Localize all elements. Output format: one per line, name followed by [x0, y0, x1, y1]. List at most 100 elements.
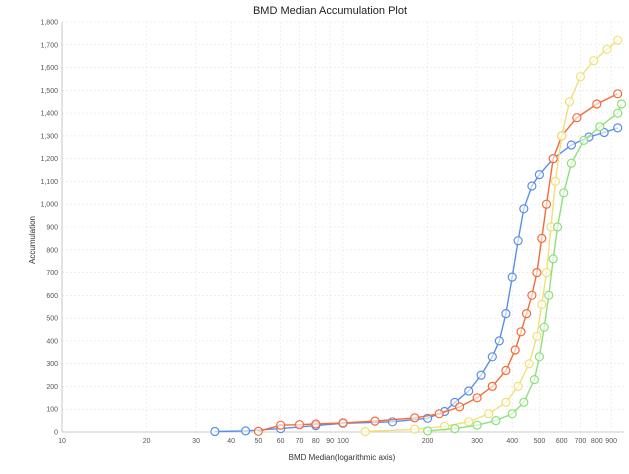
x-tick-label: 200: [422, 438, 434, 445]
data-point: [534, 352, 545, 362]
x-tick-label: 60: [277, 438, 285, 445]
x-tick-label: 100: [337, 438, 349, 445]
data-point: [552, 222, 563, 232]
y-tick-label: 900: [46, 225, 58, 232]
x-tick-label: 30: [192, 438, 200, 445]
data-point: [550, 176, 561, 186]
data-point: [534, 170, 545, 180]
data-point: [613, 35, 623, 45]
y-tick-label: 1,000: [40, 202, 58, 209]
data-point: [513, 381, 523, 391]
data-point: [450, 424, 460, 434]
data-point: [276, 420, 286, 430]
data-point: [519, 204, 529, 214]
data-point: [410, 424, 420, 434]
data-point: [501, 397, 511, 407]
data-point: [491, 416, 501, 426]
x-tick-label: 600: [556, 438, 568, 445]
data-point: [539, 322, 549, 332]
data-point: [476, 370, 486, 380]
data-point: [548, 254, 558, 264]
data-point: [541, 268, 552, 278]
data-point: [572, 113, 582, 123]
data-point: [537, 299, 547, 309]
series-3: [360, 35, 623, 437]
data-point: [360, 426, 370, 437]
data-point: [434, 409, 444, 419]
series-2: [253, 89, 623, 436]
data-point: [494, 336, 504, 346]
x-tick-label: 10: [58, 438, 66, 445]
data-point: [613, 108, 623, 118]
grid-layer: [61, 21, 624, 433]
data-point: [370, 416, 380, 426]
data-point: [595, 122, 605, 132]
data-point: [513, 236, 523, 246]
x-tick-label: 80: [312, 438, 320, 445]
data-point: [294, 420, 305, 430]
data-point: [472, 393, 482, 403]
x-tick-label: 20: [143, 438, 151, 445]
data-point: [501, 365, 511, 376]
data-point: [507, 409, 517, 419]
data-point: [519, 397, 529, 407]
data-point: [564, 97, 575, 107]
data-point: [613, 89, 623, 99]
data-point: [311, 419, 321, 429]
y-tick-label: 100: [46, 407, 58, 414]
y-axis-label: Accumulation: [28, 216, 37, 264]
data-point: [541, 199, 552, 209]
y-tick-label: 300: [46, 361, 58, 368]
data-point: [613, 123, 623, 133]
y-tick-label: 1,500: [40, 88, 58, 95]
data-point: [575, 72, 586, 82]
data-point: [472, 420, 482, 430]
data-point: [592, 99, 602, 109]
x-tick-label: 500: [534, 438, 546, 445]
series-layer: [210, 35, 627, 437]
y-tick-label: 1,600: [40, 65, 58, 72]
axis-layer: 01002003004005006007008009001,0001,1001,…: [40, 20, 624, 445]
data-point: [524, 359, 534, 369]
data-point: [338, 418, 348, 428]
x-tick-label: 400: [506, 438, 518, 445]
data-point: [487, 381, 497, 391]
data-point: [544, 290, 554, 300]
data-point: [410, 413, 420, 423]
data-point: [616, 99, 627, 109]
y-tick-label: 1,800: [40, 20, 58, 27]
data-point: [487, 352, 497, 362]
y-tick-label: 1,400: [40, 111, 58, 118]
data-point: [579, 135, 589, 145]
data-point: [253, 426, 263, 436]
y-tick-label: 700: [46, 270, 58, 277]
x-tick-label: 800: [591, 438, 603, 445]
data-point: [464, 386, 474, 396]
y-tick-label: 200: [46, 384, 58, 391]
data-point: [501, 309, 511, 319]
x-tick-label: 900: [605, 438, 617, 445]
x-tick-label: 300: [471, 438, 483, 445]
x-tick-label: 40: [227, 438, 235, 445]
data-point: [527, 181, 537, 191]
data-point: [510, 345, 520, 355]
x-axis-label: BMD Median(logarithmic axis): [289, 453, 396, 462]
y-tick-label: 400: [46, 338, 58, 345]
data-point: [241, 426, 251, 436]
data-point: [557, 131, 567, 141]
y-tick-label: 0: [54, 430, 58, 437]
data-point: [423, 426, 433, 436]
data-point: [529, 375, 540, 385]
data-point: [440, 421, 450, 431]
chart-title: BMD Median Accumulation Plot: [253, 5, 407, 17]
data-point: [484, 409, 494, 419]
y-tick-label: 600: [46, 293, 58, 300]
y-tick-label: 800: [46, 247, 58, 254]
x-tick-label: 70: [296, 438, 304, 445]
data-point: [548, 154, 558, 164]
series-4: [423, 99, 627, 436]
y-tick-label: 1,700: [40, 42, 58, 49]
data-point: [566, 140, 577, 150]
